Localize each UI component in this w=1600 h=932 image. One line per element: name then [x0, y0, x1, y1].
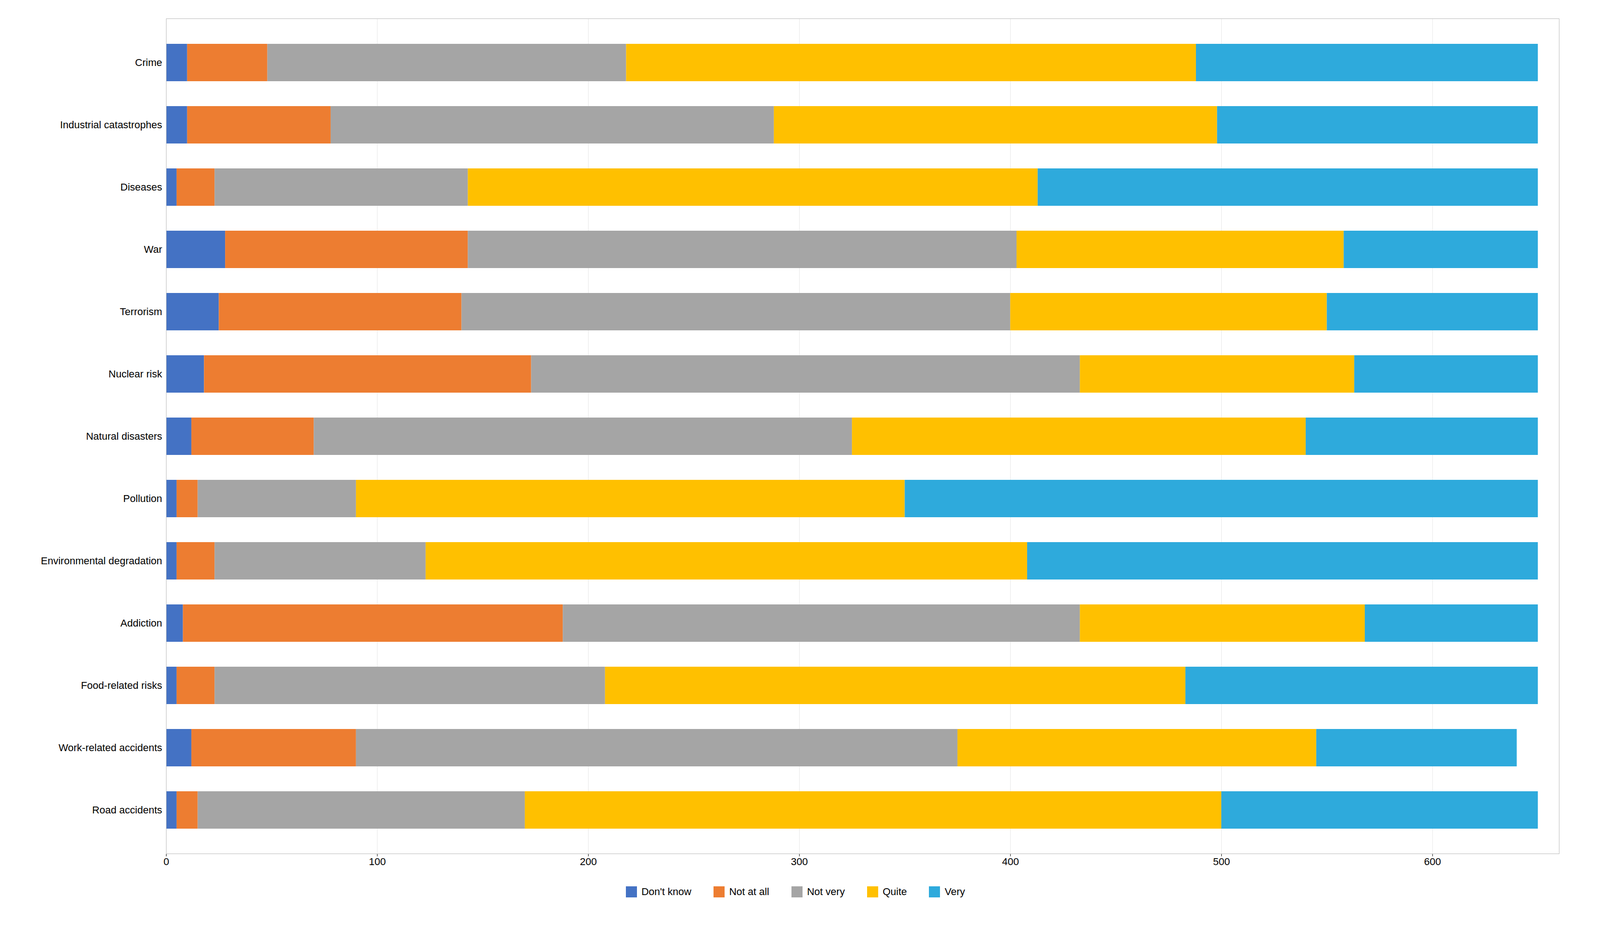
svg-text:Terrorism: Terrorism — [119, 305, 163, 318]
svg-text:600: 600 — [1424, 855, 1442, 868]
svg-text:Work-related accidents: Work-related accidents — [58, 741, 163, 754]
svg-text:400: 400 — [1001, 855, 1019, 868]
html-text:Very: Very — [944, 885, 966, 898]
svg-text:300: 300 — [791, 855, 809, 868]
html-text:Not at all: Not at all — [729, 885, 770, 898]
svg-text:Addiction: Addiction — [120, 617, 163, 629]
svg-text:Crime: Crime — [135, 56, 163, 69]
svg-text:Natural disasters: Natural disasters — [85, 430, 162, 442]
html-text:Quite: Quite — [882, 885, 907, 898]
svg-text:200: 200 — [579, 855, 597, 868]
svg-text:0: 0 — [163, 855, 169, 868]
svg-text:Road accidents: Road accidents — [92, 803, 163, 816]
svg-text:500: 500 — [1213, 855, 1231, 868]
svg-text:Environmental degradation: Environmental degradation — [41, 554, 163, 567]
svg-text:Food-related risks: Food-related risks — [80, 679, 162, 691]
svg-text:Industrial catastrophes: Industrial catastrophes — [59, 118, 162, 131]
svg-text:Pollution: Pollution — [123, 492, 162, 505]
svg-text:War: War — [143, 243, 163, 256]
svg-text:Nuclear risk: Nuclear risk — [108, 368, 163, 380]
html-text:Don't know: Don't know — [641, 885, 692, 898]
svg-text:Diseases: Diseases — [120, 181, 162, 193]
svg-text:100: 100 — [368, 855, 387, 868]
html-text:Not very: Not very — [807, 885, 845, 898]
